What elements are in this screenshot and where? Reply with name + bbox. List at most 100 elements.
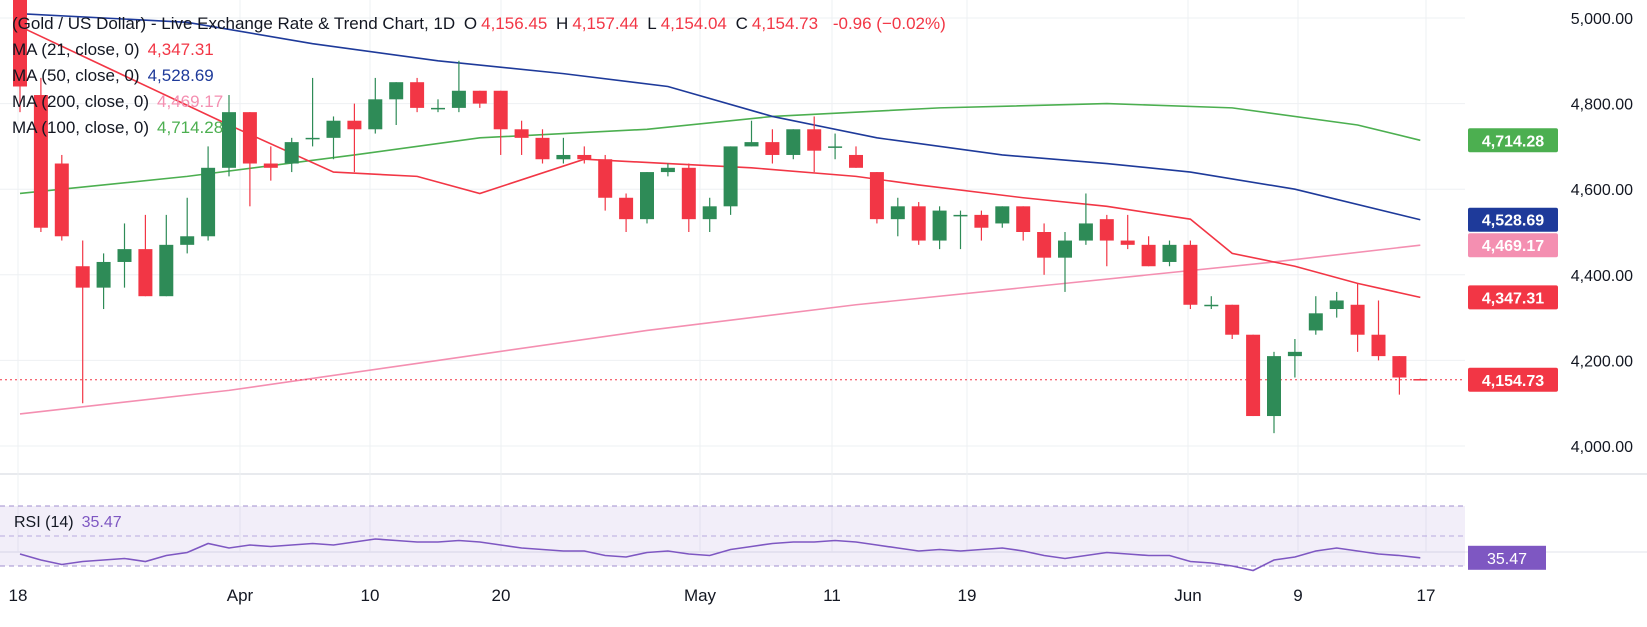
y-tick-label: 4,800.00 [1571, 97, 1633, 114]
candle-body [974, 214, 989, 228]
price-tag [1468, 128, 1558, 153]
x-tick-label: 9 [1293, 586, 1302, 605]
candle-body [96, 261, 111, 288]
candle-body [1371, 334, 1386, 357]
candle-body [744, 142, 759, 147]
candle-body [13, 0, 27, 87]
candle-body [180, 236, 195, 245]
price-tag-text: 4,714.28 [1482, 133, 1544, 150]
candle-body [242, 112, 257, 164]
price-tag [1468, 367, 1558, 392]
y-tick-label: 4,600.00 [1571, 182, 1633, 199]
high-value: 4,157.44 [572, 14, 639, 33]
candle-body [786, 129, 801, 155]
candle-body [389, 82, 404, 100]
ma50-label: MA (50, close, 0) [12, 66, 140, 85]
candle-body [765, 142, 780, 155]
x-tick-label: May [684, 586, 717, 605]
candle-body [159, 244, 174, 297]
candle-body [1329, 300, 1344, 310]
candle-body [535, 137, 550, 160]
candle-body [932, 210, 947, 241]
candle-body [1287, 351, 1302, 357]
ma50-value: 4,528.69 [147, 66, 214, 85]
price-tag-text: 4,154.73 [1482, 373, 1544, 390]
candle-body [1120, 240, 1135, 245]
close-value: 4,154.73 [751, 14, 819, 33]
ma50-line [19, 12, 1421, 221]
ma200-value: 4,469.17 [157, 92, 224, 111]
price-tag-text: 4,528.69 [1482, 213, 1544, 230]
candle-body [451, 90, 466, 108]
grid [0, 0, 1647, 553]
candle-body [660, 167, 675, 173]
high-label: H [556, 14, 569, 33]
price-tag-text: 4,469.17 [1482, 238, 1544, 255]
candle-body [1037, 232, 1052, 258]
candle-body [1058, 240, 1072, 258]
rsi-value-tag [1468, 545, 1546, 570]
open-value: 4,156.45 [481, 14, 548, 33]
candle-body [368, 99, 383, 130]
candle-body [828, 146, 843, 148]
candle-body [263, 163, 278, 168]
time-axis[interactable]: 18 Apr 10 20 May 11 19 Jun 9 17 [9, 586, 1436, 605]
price-tag [1468, 233, 1558, 258]
ma200-legend[interactable]: MA (200, close, 0) 4,469.17 [12, 92, 223, 112]
candle-body [472, 90, 487, 104]
x-tick-label: 11 [823, 586, 841, 605]
x-tick-label: 10 [361, 586, 380, 605]
candle-body [723, 146, 738, 207]
rsi-legend[interactable]: RSI (14) 35.47 [14, 514, 122, 532]
candle-body [619, 197, 634, 220]
candle-body [1392, 356, 1407, 378]
candle-body [598, 159, 613, 198]
y-tick-label: 5,000.00 [1571, 11, 1633, 28]
candle-body [1225, 304, 1240, 335]
candle-body [33, 95, 48, 228]
change-value: -0.96 (−0.02%) [832, 14, 946, 33]
candle-body [1078, 223, 1093, 241]
candle-body [138, 249, 153, 297]
candle-body [117, 249, 132, 262]
rsi-value-tag-text: 35.47 [1487, 551, 1527, 568]
candle-body [1350, 304, 1365, 335]
candle-body [54, 163, 69, 237]
candle-body [1141, 244, 1156, 267]
candle-body [284, 142, 299, 164]
price-tag [1468, 285, 1558, 310]
candle-body [1162, 244, 1177, 262]
ma21-legend[interactable]: MA (21, close, 0) 4,347.31 [12, 40, 214, 60]
price-tag [1468, 207, 1558, 232]
ma50-legend[interactable]: MA (50, close, 0) 4,528.69 [12, 66, 214, 86]
ma100-legend[interactable]: MA (100, close, 0) 4,714.28 [12, 118, 223, 138]
candle-body [911, 206, 926, 241]
candle-body [201, 167, 216, 237]
open-label: O [463, 14, 478, 33]
candle-body [1099, 219, 1114, 241]
candle-body [1183, 244, 1198, 305]
candle-body [953, 214, 968, 217]
rsi-line [19, 538, 1421, 572]
price-axis[interactable]: 5,000.00 4,800.00 4,600.00 4,400.00 4,200.00… [1468, 11, 1633, 456]
chart-title: (Gold / US Dollar) - Live Exchange Rate … [12, 14, 456, 33]
candle-body [493, 90, 508, 130]
ma200-label: MA (200, close, 0) [12, 92, 150, 111]
candle-body [347, 120, 362, 130]
candle-body [1246, 334, 1261, 417]
ma21-line [19, 25, 1421, 299]
candle-body [1204, 304, 1219, 307]
candle-body [75, 266, 90, 288]
ma21-value: 4,347.31 [147, 40, 214, 59]
rsi-panel: 35.47 [0, 505, 1546, 572]
candle-body [326, 120, 341, 138]
y-tick-label: 4,200.00 [1571, 353, 1633, 370]
y-tick-label: 4,000.00 [1571, 439, 1633, 456]
candle-body [849, 154, 863, 168]
candle-body [222, 112, 236, 168]
close-label: C [735, 14, 748, 33]
low-value: 4,154.04 [660, 14, 727, 33]
candle-body [1016, 206, 1031, 232]
candle-body [1267, 356, 1281, 417]
